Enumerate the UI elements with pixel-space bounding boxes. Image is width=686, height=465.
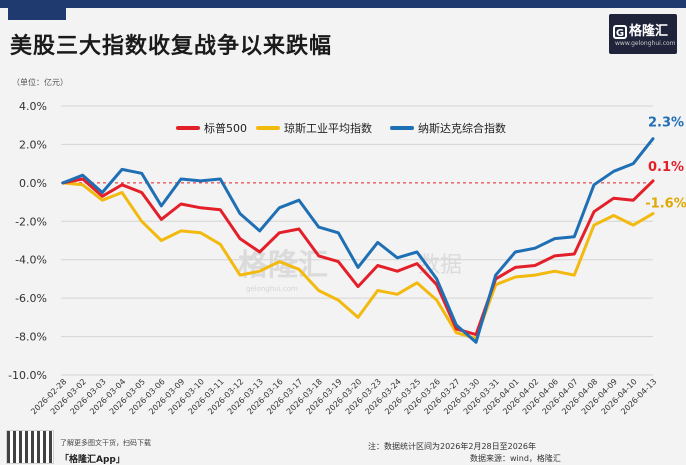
legend-label-nasdaq: 纳斯达克综合指数 [418, 121, 506, 135]
logo-main: G 格隆汇 [613, 20, 668, 39]
legend: 标普500 琼斯工业平均指数 纳斯达克综合指数 [176, 121, 506, 135]
y-tick-label: 4.0% [19, 100, 47, 113]
end-label-nasdaq: 2.3% [648, 116, 684, 131]
watermark-url: gelonghui.com [246, 285, 298, 293]
series-line-nasdaq [61, 137, 655, 344]
y-tick-label: -2.0% [15, 215, 47, 228]
legend-label-dow: 琼斯工业平均指数 [284, 121, 372, 135]
y-tick-label: -8.0% [15, 331, 47, 344]
y-tick-label: -6.0% [15, 292, 47, 305]
top-band [0, 0, 686, 8]
y-tick-label: -4.0% [15, 254, 47, 267]
watermark: 格隆汇 gelonghui.com 数据 [238, 248, 462, 293]
chart-title: 美股三大指数收复战争以来跌幅 [10, 34, 333, 59]
logo-g-icon: G [613, 24, 627, 39]
logo-url: www.gelonghui.com [615, 40, 676, 47]
watermark-suffix: 数据 [418, 253, 462, 278]
end-label-sp500: 0.1% [648, 160, 684, 175]
y-axis: 4.0% 2.0% 0.0% -2.0% -4.0% -6.0% -8.0% -10.0% [8, 100, 47, 382]
brand-logo: G 格隆汇 www.gelonghui.com [609, 14, 677, 54]
unit-label: （单位：亿元） [12, 78, 68, 87]
grid-layer [61, 105, 653, 376]
series-line-dow [61, 181, 655, 340]
series-line-sp500 [61, 177, 655, 337]
end-label-dow: -1.6% [645, 197, 686, 212]
footer-note: 注：数据统计区间为2026年2月28日至2026年 [368, 442, 536, 451]
qr-caption: 了解更多图文干货，扫码下载 [60, 439, 151, 447]
legend-label-sp500: 标普500 [204, 121, 247, 135]
footer-source: 数据来源：wind，格隆汇 [470, 454, 561, 463]
qr-code [6, 430, 54, 464]
logo-name: 格隆汇 [629, 24, 669, 39]
series-layer [61, 137, 655, 344]
y-tick-label: 0.0% [19, 177, 47, 190]
x-axis: 2026-02-282026-03-022026-03-032026-03-04… [29, 377, 658, 416]
footer-brand: 「格隆汇App」 [60, 455, 125, 465]
y-tick-label: -10.0% [8, 369, 47, 382]
y-tick-label: 2.0% [19, 138, 47, 151]
end-labels: 0.1% -1.6% 2.3% [645, 116, 686, 212]
watermark-logo-text: 格隆汇 [238, 248, 328, 283]
top-notch [8, 0, 66, 20]
